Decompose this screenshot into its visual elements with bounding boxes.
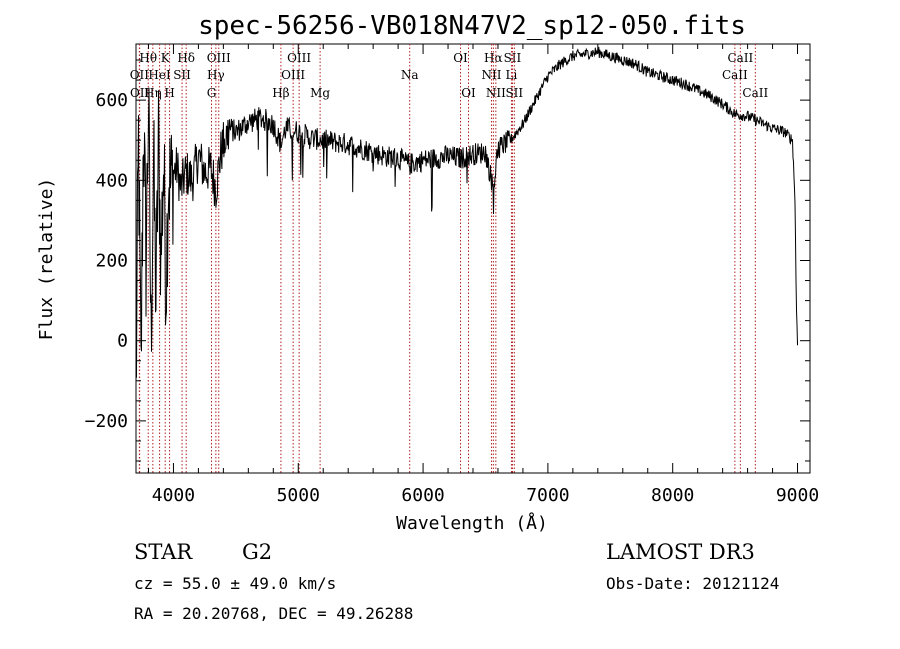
x-tick-label: 4000 bbox=[152, 485, 195, 506]
x-tick-label: 8000 bbox=[651, 485, 694, 506]
y-tick-label: −200 bbox=[85, 411, 128, 432]
object-class: STAR bbox=[134, 540, 193, 564]
coordinates: RA = 20.20768, DEC = 49.26288 bbox=[134, 604, 413, 623]
marker-label: G bbox=[207, 86, 217, 100]
x-tick-label: 6000 bbox=[401, 485, 444, 506]
marker-label: Hα bbox=[484, 51, 503, 65]
marker-label: H bbox=[164, 86, 174, 100]
y-axis-label: Flux (relative) bbox=[36, 178, 57, 341]
x-axis-label: Wavelength (Å) bbox=[396, 512, 548, 534]
y-tick-label: 200 bbox=[95, 251, 128, 272]
y-tick-label: 600 bbox=[95, 90, 128, 111]
marker-label: NII bbox=[481, 68, 501, 82]
marker-label: OI bbox=[461, 86, 476, 100]
marker-label: OIII bbox=[281, 68, 305, 82]
marker-label: HeI bbox=[148, 68, 171, 82]
marker-label: K bbox=[161, 51, 171, 65]
y-axis-ticks: −200 0 200 400 600 bbox=[85, 59, 810, 462]
spectrum-trace bbox=[135, 46, 798, 379]
marker-label: Na bbox=[401, 68, 419, 82]
chart-title: spec-56256-VB018N47V2_sp12-050.fits bbox=[198, 11, 746, 41]
obs-date: Obs-Date: 20121124 bbox=[606, 574, 779, 593]
marker-label: OIII bbox=[207, 51, 231, 65]
marker-label: OI bbox=[453, 51, 468, 65]
x-axis-ticks: 4000 5000 6000 7000 8000 9000 bbox=[147, 44, 819, 506]
marker-label: CaII bbox=[742, 86, 768, 100]
marker-label: NII bbox=[486, 86, 506, 100]
x-tick-label: 7000 bbox=[526, 485, 569, 506]
marker-label: SII bbox=[504, 51, 522, 65]
y-tick-label: 0 bbox=[117, 331, 128, 352]
marker-label: Hθ bbox=[139, 51, 157, 65]
plot-frame bbox=[135, 43, 811, 474]
marker-label: CaII bbox=[722, 68, 748, 82]
object-subclass: G2 bbox=[242, 540, 272, 564]
marker-label: CaII bbox=[727, 51, 753, 65]
marker-label: Hγ bbox=[207, 68, 225, 82]
marker-label: Li bbox=[506, 68, 518, 82]
marker-label: SII bbox=[173, 68, 191, 82]
redshift-readout: cz = 55.0 ± 49.0 km/s bbox=[134, 574, 336, 593]
survey-name: LAMOST DR3 bbox=[606, 540, 755, 564]
marker-label: Hβ bbox=[272, 86, 289, 100]
marker-label: OIII bbox=[287, 51, 311, 65]
marker-label: OII bbox=[130, 68, 150, 82]
x-tick-label: 5000 bbox=[277, 485, 320, 506]
marker-label: Mg bbox=[310, 86, 330, 100]
x-tick-label: 9000 bbox=[776, 485, 819, 506]
marker-label: OII bbox=[130, 86, 150, 100]
marker-label: Hδ bbox=[177, 51, 195, 65]
marker-label: SII bbox=[505, 86, 523, 100]
y-tick-label: 400 bbox=[95, 170, 128, 191]
